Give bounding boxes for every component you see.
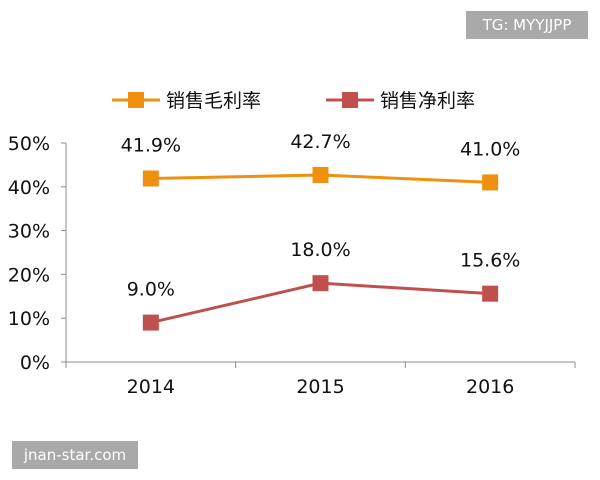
- y-tick-label: 30%: [8, 221, 50, 243]
- y-tick-label: 10%: [8, 308, 50, 330]
- chart-series: [142, 166, 499, 331]
- series-2-marker: [142, 314, 159, 331]
- y-tick-label: 20%: [8, 264, 50, 286]
- series-1-data-label: 41.9%: [121, 134, 181, 156]
- watermark-bottom-left: jnan-star.com: [12, 441, 138, 469]
- legend-marker-1: [128, 92, 144, 108]
- chart-data-labels: 41.9% 42.7% 41.0% 9.0% 18.0% 15.6%: [121, 131, 521, 301]
- series-2-data-label: 15.6%: [460, 250, 520, 272]
- x-tick-label: 2014: [127, 376, 175, 398]
- series-2-marker: [312, 275, 329, 292]
- x-tick-label: 2016: [466, 376, 514, 398]
- legend-marker-2: [342, 92, 358, 108]
- series-1-data-label: 41.0%: [460, 138, 520, 160]
- series-1-marker: [142, 170, 159, 187]
- y-tick-label: 0%: [20, 352, 50, 374]
- series-1-data-label: 42.7%: [290, 131, 350, 153]
- x-tick-label: 2015: [296, 376, 344, 398]
- series-1-marker: [312, 166, 329, 183]
- chart-legend: 销售毛利率 销售净利率: [112, 90, 475, 112]
- series-2-marker: [482, 285, 499, 302]
- y-tick-label: 50%: [8, 133, 50, 155]
- legend-label-1: 销售毛利率: [166, 90, 261, 112]
- chart-axes: 0% 10% 20% 30% 40% 50% 2014 2015 2016: [8, 133, 576, 398]
- series-2-data-label: 18.0%: [290, 239, 350, 261]
- legend-label-2: 销售净利率: [380, 90, 475, 112]
- watermark-top-right: TG: MYYJJPP: [466, 11, 588, 39]
- series-2-data-label: 9.0%: [127, 279, 175, 301]
- series-1-marker: [482, 174, 499, 191]
- y-tick-label: 40%: [8, 177, 50, 199]
